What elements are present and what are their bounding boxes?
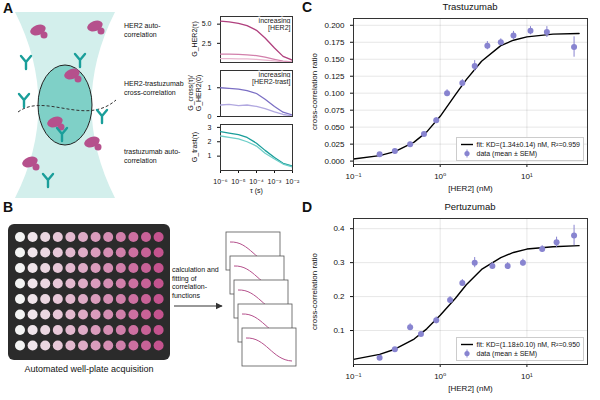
html-text:G_trast(τ): G_trast(τ) <box>191 131 198 163</box>
svg-text:0.025: 0.025 <box>324 140 345 149</box>
svg-text:0.175: 0.175 <box>324 38 345 47</box>
svg-text:5.0: 5.0 <box>202 20 212 27</box>
svg-text:10⁻²: 10⁻² <box>286 178 300 185</box>
svg-text:1: 1 <box>208 84 212 91</box>
html-text:D: D <box>302 199 313 215</box>
html-text:Trastuzumab: Trastuzumab <box>442 1 498 12</box>
html-text:trastuzumab auto-correlation: trastuzumab auto-correlation <box>124 148 181 164</box>
svg-text:10⁻⁵: 10⁻⁵ <box>231 178 245 185</box>
svg-text:τ (s): τ (s) <box>250 187 263 195</box>
svg-text:[HER2] (nM): [HER2] (nM) <box>448 184 493 193</box>
svg-text:0.125: 0.125 <box>324 72 345 81</box>
svg-text:0.075: 0.075 <box>324 106 345 115</box>
svg-text:0.000: 0.000 <box>324 157 345 166</box>
html-text:Automated well-plate acquisiti: Automated well-plate acquisition <box>24 364 154 374</box>
svg-text:0: 0 <box>208 113 212 120</box>
svg-text:1: 1 <box>208 152 212 159</box>
html-text:A: A <box>3 0 14 16</box>
svg-text:0.3: 0.3 <box>333 258 345 267</box>
svg-text:10⁻⁴: 10⁻⁴ <box>249 178 264 185</box>
svg-text:10⁻¹: 10⁻¹ <box>346 172 362 181</box>
svg-text:cross-correlation ratio: cross-correlation ratio <box>310 252 319 329</box>
svg-text:10¹: 10¹ <box>521 172 533 181</box>
svg-text:0.2: 0.2 <box>333 292 345 301</box>
html-text:Pertuzumab: Pertuzumab <box>444 201 496 212</box>
html-text:G_HER2(τ): G_HER2(τ) <box>191 21 198 57</box>
svg-text:10¹: 10¹ <box>521 372 533 381</box>
svg-text:increasing[HER2-trast]: increasing[HER2-trast] <box>252 71 291 86</box>
svg-text:0.050: 0.050 <box>324 123 345 132</box>
svg-text:0.200: 0.200 <box>324 21 345 30</box>
html-text:data (mean ± SEM): data (mean ± SEM) <box>476 350 538 357</box>
svg-text:10⁻³: 10⁻³ <box>268 178 282 185</box>
html-text:fit: KD=(1.18±0.10) nM, R²=0.9: fit: KD=(1.18±0.10) nM, R²=0.950 <box>476 341 580 348</box>
svg-text:2.5: 2.5 <box>202 40 212 47</box>
svg-text:10⁰: 10⁰ <box>434 172 446 181</box>
html-text:calculation and fitting of cor: calculation and fitting of correlation-f… <box>172 266 219 299</box>
svg-text:10⁻⁶: 10⁻⁶ <box>213 178 227 185</box>
svg-text:0.150: 0.150 <box>324 55 345 64</box>
svg-text:0.1: 0.1 <box>333 326 345 335</box>
svg-text:increasing[HER2]: increasing[HER2] <box>259 17 291 32</box>
svg-text:0.100: 0.100 <box>324 89 345 98</box>
svg-text:0.4: 0.4 <box>333 224 345 233</box>
svg-text:10⁰: 10⁰ <box>434 372 446 381</box>
svg-text:3: 3 <box>208 124 212 131</box>
html-text:HER2 auto-correlation: HER2 auto-correlation <box>124 22 161 38</box>
svg-text:10⁻¹: 10⁻¹ <box>346 372 362 381</box>
svg-text:[HER2] (nM): [HER2] (nM) <box>448 384 493 393</box>
html-text:HER2-trastuzumab cross-correla: HER2-trastuzumab cross-correlation <box>124 80 184 96</box>
svg-text:cross-correlation ratio: cross-correlation ratio <box>310 52 319 129</box>
svg-text:2: 2 <box>208 138 212 145</box>
html-text:B: B <box>3 199 14 215</box>
html-text:fit: KD=(1.34±0.14) nM, R²=0.9: fit: KD=(1.34±0.14) nM, R²=0.959 <box>476 141 580 148</box>
html-text:G_cross(τ)/ G_HER2(0): G_cross(τ)/ G_HER2(0) <box>187 75 202 112</box>
html-text:data (mean ± SEM): data (mean ± SEM) <box>476 150 538 157</box>
html-text:C: C <box>302 0 313 15</box>
